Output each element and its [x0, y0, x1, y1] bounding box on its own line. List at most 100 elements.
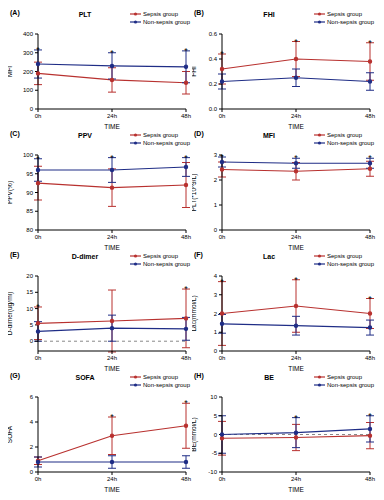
- svg-text:*: *: [220, 49, 224, 59]
- svg-text:0.0: 0.0: [209, 106, 218, 112]
- svg-text:*: *: [36, 154, 40, 164]
- svg-text:5: 5: [214, 413, 218, 419]
- svg-text:4: 4: [214, 273, 218, 279]
- svg-text:4: 4: [30, 419, 34, 425]
- svg-text:*: *: [220, 152, 224, 162]
- svg-text:3: 3: [214, 152, 218, 158]
- svg-text:BE(mmol/L): BE(mmol/L): [192, 417, 198, 451]
- svg-text:24h: 24h: [291, 234, 301, 240]
- svg-text:*: *: [184, 153, 188, 163]
- svg-text:0h: 0h: [35, 113, 42, 119]
- svg-text:48h: 48h: [365, 476, 375, 482]
- svg-text:0: 0: [30, 338, 34, 344]
- svg-text:*: *: [294, 413, 298, 423]
- svg-text:100: 100: [23, 87, 34, 93]
- svg-text:0h: 0h: [35, 476, 42, 482]
- svg-text:*: *: [110, 412, 114, 422]
- svg-text:TIME: TIME: [104, 244, 120, 250]
- svg-text:TIME: TIME: [104, 365, 120, 371]
- svg-text:48h: 48h: [181, 476, 191, 482]
- svg-text:80: 80: [26, 227, 33, 233]
- svg-text:15: 15: [26, 289, 33, 295]
- svg-text:90: 90: [26, 190, 33, 196]
- svg-text:85: 85: [26, 208, 33, 214]
- svg-text:100: 100: [23, 152, 34, 158]
- svg-text:*: *: [294, 153, 298, 163]
- svg-text:0h: 0h: [219, 476, 226, 482]
- svg-text:PPV(%): PPV(%): [8, 181, 14, 204]
- svg-text:10: 10: [26, 306, 33, 312]
- svg-text:*: *: [368, 153, 372, 163]
- svg-text:TIME: TIME: [288, 486, 304, 492]
- svg-text:0h: 0h: [219, 355, 226, 361]
- svg-text:*: *: [184, 284, 188, 294]
- svg-text:TIME: TIME: [104, 486, 120, 492]
- svg-text:2: 2: [214, 177, 218, 183]
- svg-text:Lac(mmol/L): Lac(mmol/L): [192, 295, 198, 331]
- svg-text:2: 2: [214, 311, 218, 317]
- svg-text:24h: 24h: [291, 355, 301, 361]
- svg-text:0.2: 0.2: [209, 81, 218, 87]
- svg-text:0: 0: [30, 106, 34, 112]
- svg-text:48h: 48h: [181, 113, 191, 119]
- svg-text:TIME: TIME: [288, 123, 304, 129]
- svg-text:0h: 0h: [35, 234, 42, 240]
- svg-text:1: 1: [214, 202, 218, 208]
- svg-text:24h: 24h: [107, 355, 117, 361]
- svg-text:0: 0: [214, 227, 218, 233]
- svg-text:0.4: 0.4: [209, 56, 218, 62]
- svg-text:*: *: [36, 302, 40, 312]
- svg-text:3: 3: [214, 292, 218, 298]
- svg-text:200: 200: [23, 69, 34, 75]
- svg-text:48h: 48h: [365, 355, 375, 361]
- svg-text:24h: 24h: [107, 234, 117, 240]
- svg-text:PLT(*10^9/L): PLT(*10^9/L): [192, 174, 198, 212]
- svg-text:2: 2: [30, 444, 34, 450]
- svg-text:FHI: FHI: [192, 66, 197, 77]
- svg-text:*: *: [368, 411, 372, 421]
- svg-text:MFI: MFI: [8, 66, 13, 77]
- svg-text:0h: 0h: [219, 113, 226, 119]
- svg-text:10: 10: [210, 394, 217, 400]
- svg-text:*: *: [184, 46, 188, 56]
- svg-text:0h: 0h: [219, 234, 226, 240]
- svg-text:48h: 48h: [181, 234, 191, 240]
- svg-text:TIME: TIME: [288, 244, 304, 250]
- svg-text:*: *: [110, 153, 114, 163]
- svg-text:24h: 24h: [291, 476, 301, 482]
- svg-text:48h: 48h: [365, 234, 375, 240]
- svg-text:*: *: [36, 45, 40, 55]
- svg-text:*: *: [184, 398, 188, 408]
- svg-text:0: 0: [30, 469, 34, 475]
- svg-text:-10: -10: [208, 469, 217, 475]
- svg-text:*: *: [368, 294, 372, 304]
- svg-text:D-dimer(ug/ml): D-dimer(ug/ml): [8, 292, 14, 335]
- svg-text:48h: 48h: [181, 355, 191, 361]
- html-text:(A): (A): [10, 9, 20, 16]
- svg-text:20: 20: [26, 273, 33, 279]
- svg-text:*: *: [368, 38, 372, 48]
- svg-text:24h: 24h: [291, 113, 301, 119]
- svg-text:-5: -5: [212, 450, 218, 456]
- svg-text:5: 5: [30, 322, 34, 328]
- svg-text:*: *: [294, 275, 298, 285]
- svg-text:*: *: [220, 277, 224, 287]
- svg-text:95: 95: [26, 171, 33, 177]
- svg-text:300: 300: [23, 50, 34, 56]
- html-text:PLT: PLT: [78, 11, 92, 18]
- svg-text:TIME: TIME: [104, 123, 120, 129]
- svg-text:48h: 48h: [365, 113, 375, 119]
- svg-text:0h: 0h: [35, 355, 42, 361]
- svg-text:0.6: 0.6: [209, 31, 218, 37]
- svg-text:0: 0: [214, 348, 218, 354]
- svg-text:0: 0: [214, 432, 218, 438]
- svg-text:1: 1: [214, 329, 218, 335]
- svg-text:24h: 24h: [107, 476, 117, 482]
- svg-text:SOFA: SOFA: [8, 425, 13, 443]
- svg-text:6: 6: [30, 394, 34, 400]
- svg-text:400: 400: [23, 31, 34, 37]
- svg-text:*: *: [294, 37, 298, 47]
- svg-text:24h: 24h: [107, 113, 117, 119]
- svg-text:*: *: [110, 48, 114, 58]
- svg-text:TIME: TIME: [288, 365, 304, 371]
